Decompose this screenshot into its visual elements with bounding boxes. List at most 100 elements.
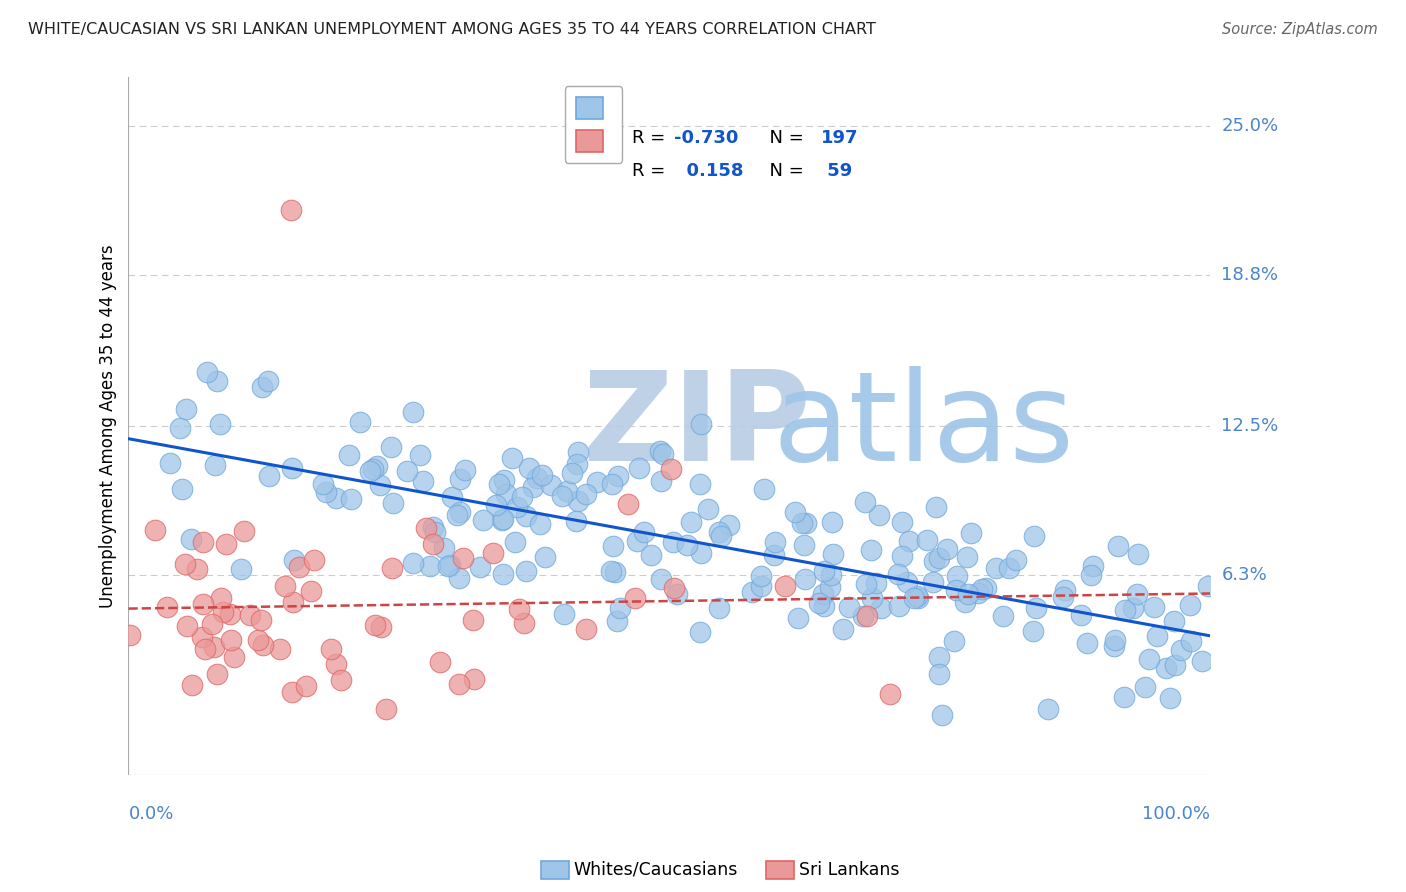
Point: [449, 472, 471, 486]
Point: [1005, 553, 1028, 567]
Point: [887, 599, 910, 613]
Point: [555, 484, 578, 499]
Point: [252, 380, 274, 394]
Point: [628, 460, 651, 475]
Point: [1170, 643, 1192, 657]
Point: [650, 475, 672, 489]
Point: [409, 448, 432, 462]
Point: [928, 667, 950, 681]
Point: [451, 551, 474, 566]
Point: [330, 673, 353, 687]
Point: [616, 498, 638, 512]
Point: [915, 533, 938, 547]
Point: [1022, 529, 1045, 543]
Point: [606, 614, 628, 628]
Point: [176, 401, 198, 416]
Point: [517, 461, 540, 475]
Point: [250, 613, 273, 627]
Point: [381, 561, 404, 575]
Point: [925, 500, 948, 514]
Text: Sri Lankans: Sri Lankans: [799, 861, 898, 879]
Point: [1076, 636, 1098, 650]
Point: [957, 587, 980, 601]
Point: [1114, 603, 1136, 617]
Point: [364, 617, 387, 632]
Point: [506, 500, 529, 514]
Point: [652, 447, 675, 461]
Point: [281, 595, 304, 609]
Point: [492, 567, 515, 582]
Point: [340, 492, 363, 507]
Point: [813, 564, 835, 578]
Point: [281, 461, 304, 475]
Point: [274, 579, 297, 593]
Point: [526, 471, 548, 485]
Point: [928, 551, 950, 566]
Point: [513, 615, 536, 630]
Point: [852, 608, 875, 623]
Point: [1178, 598, 1201, 612]
Point: [787, 610, 810, 624]
Point: [1025, 601, 1047, 615]
Point: [865, 575, 887, 590]
Point: [821, 547, 844, 561]
Point: [415, 521, 437, 535]
Point: [1154, 661, 1177, 675]
Point: [422, 537, 444, 551]
Text: Whites/Caucasians: Whites/Caucasians: [574, 861, 738, 879]
Point: [381, 496, 404, 510]
Point: [463, 672, 485, 686]
Text: 25.0%: 25.0%: [1222, 117, 1278, 135]
Point: [890, 515, 912, 529]
Point: [640, 548, 662, 562]
Point: [689, 476, 711, 491]
Point: [887, 566, 910, 581]
Point: [191, 598, 214, 612]
Point: [280, 202, 302, 217]
Point: [349, 415, 371, 429]
Point: [749, 568, 772, 582]
Text: 18.8%: 18.8%: [1222, 266, 1278, 284]
Text: 0.0%: 0.0%: [128, 805, 174, 823]
Point: [366, 459, 388, 474]
Point: [375, 702, 398, 716]
Point: [402, 405, 425, 419]
Point: [785, 505, 807, 519]
Point: [853, 495, 876, 509]
Point: [1163, 614, 1185, 628]
Point: [575, 486, 598, 500]
Text: atlas: atlas: [772, 366, 1074, 487]
Point: [599, 564, 621, 578]
Point: [567, 458, 589, 472]
Point: [564, 515, 586, 529]
Point: [818, 580, 841, 594]
Point: [676, 538, 699, 552]
Point: [1021, 624, 1043, 639]
Point: [808, 597, 831, 611]
Point: [540, 478, 562, 492]
Point: [1126, 547, 1149, 561]
Point: [485, 498, 508, 512]
Point: [283, 553, 305, 567]
Point: [1070, 607, 1092, 622]
Point: [603, 566, 626, 580]
Point: [257, 374, 280, 388]
Point: [561, 466, 583, 480]
Point: [194, 641, 217, 656]
Text: -0.730: -0.730: [673, 128, 738, 146]
Point: [689, 625, 711, 640]
Point: [449, 505, 471, 519]
Point: [172, 482, 194, 496]
Point: [897, 534, 920, 549]
Point: [1146, 629, 1168, 643]
Point: [550, 489, 572, 503]
Point: [689, 546, 711, 560]
Point: [943, 633, 966, 648]
Text: 59: 59: [821, 162, 852, 180]
Point: [508, 602, 530, 616]
Point: [606, 468, 628, 483]
Point: [181, 678, 204, 692]
Text: ZIP: ZIP: [582, 366, 811, 487]
Point: [1104, 639, 1126, 653]
Point: [1083, 559, 1105, 574]
